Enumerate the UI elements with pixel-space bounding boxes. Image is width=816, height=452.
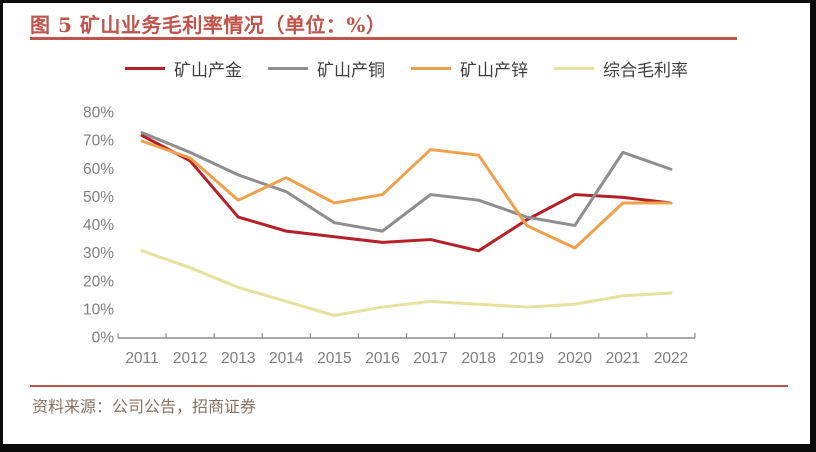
x-axis-label: 2018 [461,350,495,367]
x-axis-label: 2015 [317,350,351,367]
line-chart: 0% 10% 20% 30% 40% 50% 60% 70% 80% 2011 2012 2013 20… [83,105,696,367]
legend: 矿山产金 矿山产铜 矿山产锌 综合毛利率 [3,56,810,81]
series-line-1 [140,131,673,233]
x-axis-label: 2011 [125,350,158,367]
figure-title: 图 5 矿山业务毛利率情况（单位：%） [30,13,387,37]
x-axis-label: 2016 [365,350,399,367]
legend-item-2: 矿山产锌 [411,56,528,81]
legend-line-swatch [554,67,594,70]
source-note: 资料来源：公司公告，招商证券 [32,397,257,416]
x-axis-label: 2014 [269,350,304,367]
y-axis-label: 40% [83,217,114,234]
series-line-2 [140,139,673,250]
y-axis-label: 70% [83,133,114,150]
title-underline [30,37,737,40]
legend-label: 矿山产锌 [460,61,528,81]
legend-label: 矿山产金 [174,61,242,81]
legend-line-swatch [411,67,451,70]
x-axis-label: 2022 [654,350,688,367]
series-line-0 [140,134,673,253]
legend-line-swatch [125,67,165,70]
x-axis-label: 2017 [413,350,447,367]
source-divider [30,385,788,387]
series-line-3 [140,249,673,317]
y-axis-label: 80% [83,105,114,122]
x-axis-label: 2020 [558,350,593,367]
legend-item-3: 综合毛利率 [554,56,688,81]
x-axis-label: 2012 [173,350,207,367]
legend-label: 矿山产铜 [317,61,385,81]
legend-label: 综合毛利率 [603,61,688,81]
x-axis-label: 2021 [606,350,640,367]
legend-item-0: 矿山产金 [125,56,242,81]
y-axis-label: 20% [83,273,114,290]
y-axis-label: 60% [83,161,114,178]
x-axis-label: 2013 [221,350,255,367]
y-axis-label: 0% [92,330,115,347]
y-axis-label: 10% [83,301,114,318]
x-axis-label: 2019 [509,350,543,367]
y-axis-label: 50% [83,189,114,206]
legend-line-swatch [268,67,308,70]
legend-item-1: 矿山产铜 [268,56,385,81]
y-axis-label: 30% [83,245,114,262]
